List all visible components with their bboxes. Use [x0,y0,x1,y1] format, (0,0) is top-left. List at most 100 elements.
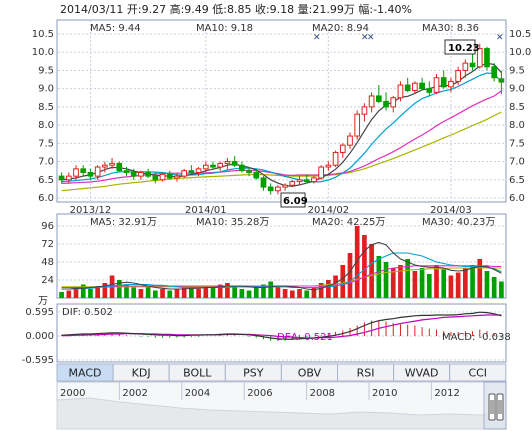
volume-bar [383,262,389,298]
candle-body [282,184,288,188]
volume-bar [326,280,331,298]
candle-body [138,171,144,177]
tab-kdj[interactable]: KDJ [112,363,170,382]
candle-body [311,177,317,183]
tab-label: RSI [357,367,375,380]
tab-label: PSY [243,367,264,380]
tab-psy[interactable]: PSY [224,363,282,382]
event-marker-icon[interactable]: ✕ [313,33,321,43]
candle-body [260,177,267,188]
volume-bar [333,275,338,298]
candle-body [65,175,72,181]
volume-bar [167,290,173,298]
volume-bar [196,289,201,298]
volume-bar [282,289,288,298]
candle-body [368,95,375,108]
candle-body [484,48,490,68]
price-tick-label-right: 7.0 [509,157,525,168]
volume-bar [398,265,403,298]
volume-bar [181,287,187,298]
candle-body [347,135,353,146]
volume-bar [412,271,418,298]
tab-macd[interactable]: MACD [56,363,114,382]
max-price-label: 10.23 [448,43,480,54]
price-tick-label: 7.0 [38,157,54,168]
candle-body [116,162,123,172]
volume-bar [253,287,259,298]
volume-bar [80,284,86,298]
volume-bar [268,281,274,298]
dif-label: DIF: 0.502 [62,307,113,318]
price-tick-label-right: 7.5 [509,138,525,149]
event-marker-icon[interactable]: ✕ [367,33,375,43]
event-markers: ✕ ✕ ✕ ✕ [313,33,504,43]
vol_ma10-line [61,252,502,290]
volume-bar [297,289,302,298]
candle-body [239,164,245,172]
volume-tick-label: 48 [41,257,54,268]
tab-cci[interactable]: CCI [449,363,507,382]
volume-bar [160,289,165,298]
price-tick-label-right: 10.5 [509,29,531,40]
event-marker-icon[interactable]: ✕ [361,33,369,43]
volume-legend-item: MA20: 42.25万 [312,217,385,228]
volume-bar [239,289,245,298]
candle-body [231,161,238,166]
tab-obv[interactable]: OBV [280,363,338,382]
tab-boll[interactable]: BOLL [168,363,226,382]
volume-bar [59,292,64,298]
macd-tick-label: -0.595 [22,355,54,366]
candle-body [195,168,202,173]
volume-bar [73,287,79,298]
event-marker-icon[interactable]: ✕ [496,33,504,43]
candle-body [397,84,404,99]
volume-bar [347,253,353,298]
price-tick-label: 10.0 [32,47,54,58]
timeline-handle-right[interactable] [496,393,504,421]
volume-bar [491,277,497,298]
volume-bar [470,265,475,298]
candle-body [296,179,303,183]
price-legend-item: MA10: 9.18 [196,23,253,34]
price-tick-label-right: 10.0 [509,47,531,58]
volume-legend-item: MA10: 35.28万 [196,217,269,228]
candle-body [469,62,476,68]
volume-tick-label: 72 [41,239,54,250]
volume-bar [95,286,100,298]
tab-rsi[interactable]: RSI [337,363,395,382]
candle-body [433,77,440,93]
volume-tick-label: 24 [41,275,54,286]
volume-bar [124,284,129,298]
timeline-handle-left[interactable] [488,393,496,421]
macd-histogram [61,320,502,341]
volume-legend-item: MA5: 32.91万 [90,217,157,228]
candle-body [210,164,216,168]
timeline-year-label: 2012 [434,388,459,399]
dif-line [61,311,502,340]
price-tick-label-right: 6.5 [509,175,525,186]
volume-bar [354,226,360,298]
price-tick-label-right: 9.5 [509,65,525,76]
price-legend-item: MA20: 8.94 [312,23,369,34]
volume-y-ticks: 96 72 48 24 [41,221,54,286]
tab-wvad[interactable]: WVAD [393,363,451,382]
volume-legend: MA5: 32.91万 MA10: 35.28万 MA20: 42.25万 MA30:… [90,217,495,228]
volume-bar [102,283,108,298]
candle-body [498,78,505,83]
price-tick-label-right: 9.0 [509,84,525,95]
indicator-tabs: MACD KDJ BOLL PSY OBV RSI WVAD CCI [56,363,507,382]
volume-bar [145,286,151,298]
price-tick-label: 6.5 [38,175,54,186]
tab-label: CCI [468,367,487,380]
timeline-year-label: 2008 [310,388,335,399]
candle-body [188,170,195,173]
price-x-label: 2013/12 [70,205,112,216]
volume-bar [289,290,295,298]
price-x-label: 2014/02 [308,205,350,216]
candle-body [339,144,346,153]
price-x-labels: 2013/12 2014/01 2014/02 2014/03 [70,205,472,216]
volume-bar [210,287,216,298]
candle-body [491,66,498,79]
candle-body [181,170,188,177]
min-label-box: 6.09 [280,192,308,208]
